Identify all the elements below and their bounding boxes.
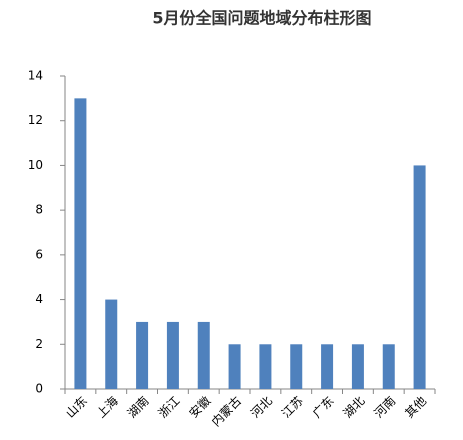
x-tick-label: 河北	[248, 394, 275, 421]
y-tick-label: 4	[35, 292, 43, 306]
y-tick-label: 10	[28, 158, 43, 172]
y-tick-label: 14	[28, 69, 43, 83]
bar	[321, 344, 334, 389]
x-tick-label: 浙江	[156, 394, 183, 421]
bar	[351, 344, 364, 389]
bar	[382, 344, 395, 389]
x-tick-label: 广东	[310, 394, 337, 421]
chart-title: 5月份全国问题地域分布柱形图	[152, 9, 371, 28]
y-tick-label: 6	[35, 247, 43, 261]
bar	[259, 344, 272, 389]
x-tick-label: 上海	[93, 393, 121, 421]
bar	[105, 299, 118, 389]
y-tick-label: 12	[28, 113, 43, 127]
x-tick-label: 内蒙古	[208, 393, 244, 429]
x-tick-label: 湖南	[124, 393, 152, 421]
y-tick-label: 2	[35, 337, 43, 351]
bar	[136, 321, 149, 389]
bar	[228, 344, 241, 389]
x-tick-label: 湖北	[340, 393, 368, 421]
bar	[197, 321, 210, 389]
x-tick-label: 山东	[63, 394, 90, 421]
y-tick-label: 8	[35, 203, 43, 217]
x-tick-label: 其他	[402, 394, 429, 421]
x-tick-label: 河南	[371, 393, 399, 421]
bar	[413, 165, 426, 389]
x-tick-label: 江苏	[279, 394, 306, 421]
bar	[74, 98, 87, 389]
bar	[166, 321, 179, 389]
x-tick-label: 安徽	[186, 393, 214, 421]
y-tick-label: 0	[35, 382, 43, 396]
bar	[290, 344, 303, 389]
